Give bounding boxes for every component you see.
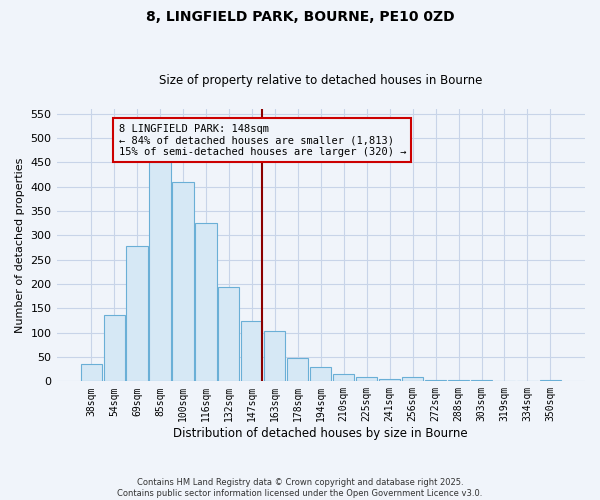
Bar [287, 358, 308, 382]
Bar [402, 378, 423, 382]
Text: 8, LINGFIELD PARK, BOURNE, PE10 0ZD: 8, LINGFIELD PARK, BOURNE, PE10 0ZD [146, 10, 454, 24]
Bar [127, 246, 148, 382]
Bar [196, 224, 217, 382]
Bar [379, 379, 400, 382]
Text: Contains HM Land Registry data © Crown copyright and database right 2025.
Contai: Contains HM Land Registry data © Crown c… [118, 478, 482, 498]
Bar [471, 380, 492, 382]
X-axis label: Distribution of detached houses by size in Bourne: Distribution of detached houses by size … [173, 427, 468, 440]
Bar [448, 380, 469, 382]
Bar [310, 366, 331, 382]
Y-axis label: Number of detached properties: Number of detached properties [15, 158, 25, 333]
Bar [149, 162, 170, 382]
Bar [356, 378, 377, 382]
Bar [218, 288, 239, 382]
Bar [172, 182, 194, 382]
Bar [540, 380, 561, 382]
Bar [104, 314, 125, 382]
Bar [425, 380, 446, 382]
Text: 8 LINGFIELD PARK: 148sqm
← 84% of detached houses are smaller (1,813)
15% of sem: 8 LINGFIELD PARK: 148sqm ← 84% of detach… [119, 124, 406, 157]
Bar [80, 364, 101, 382]
Bar [241, 320, 262, 382]
Title: Size of property relative to detached houses in Bourne: Size of property relative to detached ho… [159, 74, 482, 87]
Bar [333, 374, 354, 382]
Bar [264, 331, 286, 382]
